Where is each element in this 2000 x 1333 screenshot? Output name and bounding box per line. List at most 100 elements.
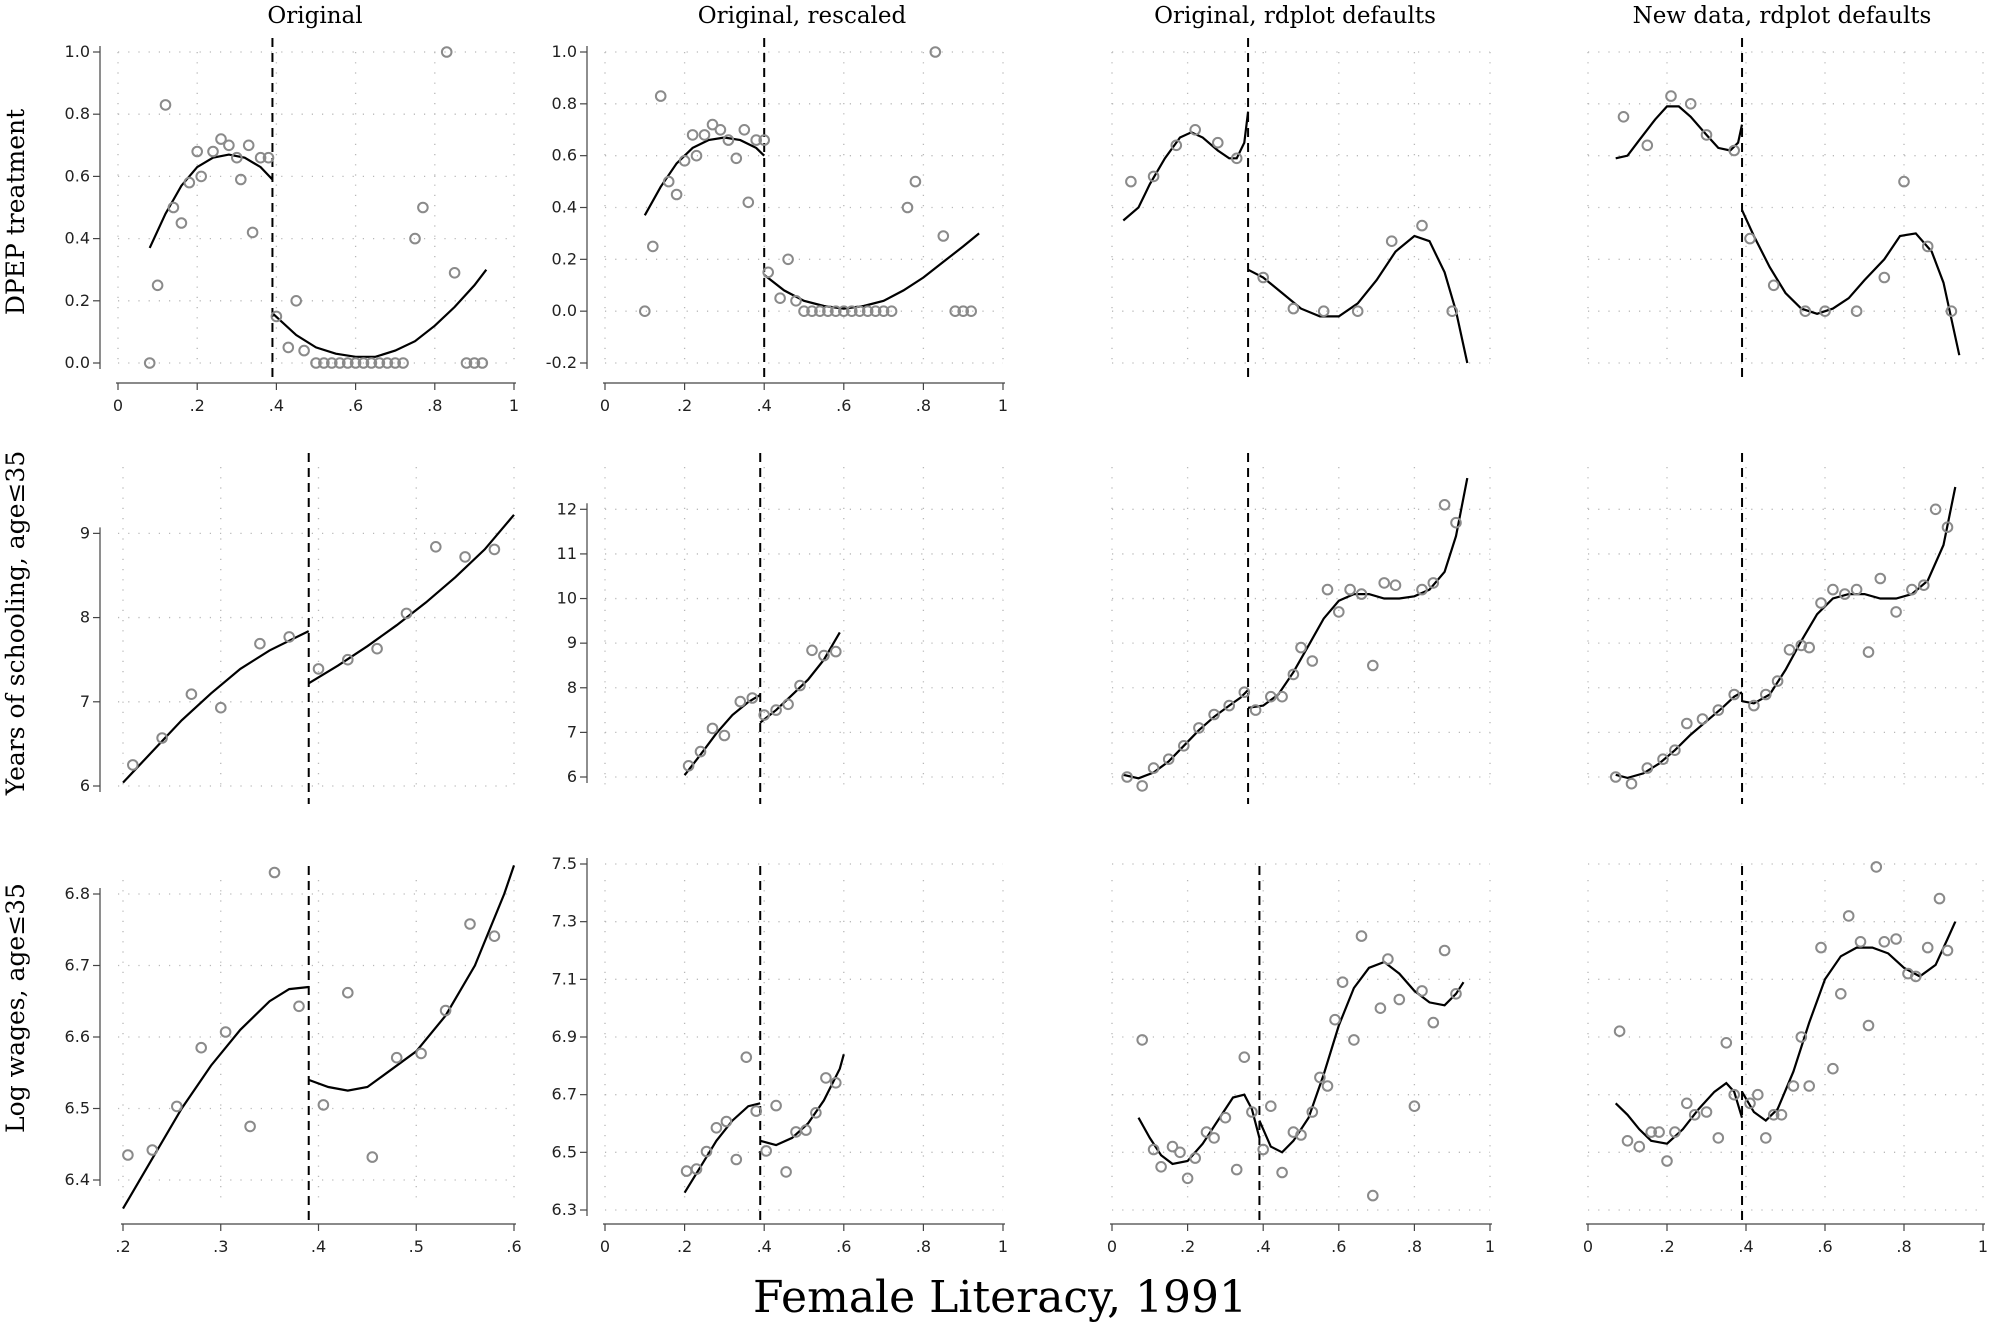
data-point [460,357,473,369]
data-point [1617,111,1630,123]
data-point [1306,655,1319,667]
x-tick-label: .6 [836,396,851,415]
data-point [1767,1109,1780,1121]
panel-row2-col2: 6 7 8 9 10 11 12 [557,453,1004,804]
data-point [1803,1080,1815,1092]
x-tick-label: .4 [1256,1237,1271,1256]
data-point [790,295,802,307]
data-point [262,151,275,164]
data-point [1787,1080,1800,1092]
data-point [1835,988,1847,1000]
x-tick-label: .2 [115,1237,130,1256]
data-point [1728,1088,1740,1101]
data-point [357,357,370,369]
x-tick-label: .8 [916,396,931,415]
data-point [317,1099,330,1111]
data-point [1174,1146,1186,1159]
data-point [318,357,330,369]
data-point [822,305,834,318]
data-point [794,679,806,692]
x-tick-label: 0 [600,1237,610,1256]
data-point [800,1124,812,1136]
data-point [1355,930,1368,942]
data-point [1336,976,1349,989]
data-point [1669,1126,1681,1138]
y-tick-label: 0.8 [65,104,90,123]
y-tick-label: 6.3 [552,1200,577,1219]
data-point [1385,235,1398,247]
data-point [1438,944,1451,957]
x-tick-label: .6 [836,1237,851,1256]
y-tick-label: 6.5 [65,1099,90,1118]
panels: 0.00.20.40.60.81.00.2.4.6.8 1-0.20.00.20.… [65,38,1988,1256]
fit-line-left [1137,1093,1261,1166]
data-point [1166,1140,1179,1153]
data-point [1178,740,1190,752]
grid [1111,467,1491,786]
data-point [1287,302,1300,315]
data-point [750,1105,763,1117]
data-point [244,1120,256,1133]
data-point [682,760,695,772]
data-point [270,310,283,323]
x-tick-label: .8 [916,1237,931,1256]
fit-line-right [308,514,515,685]
data-point [1921,941,1934,954]
data-point [1941,944,1954,957]
y-tick-label: 7 [567,722,577,741]
fit-line-right [308,865,516,1092]
data-point [143,357,156,369]
data-point [885,305,898,318]
data-point [1246,1106,1258,1118]
data-point [758,134,771,146]
fit-line-left [1615,105,1744,160]
data-point [1625,777,1638,790]
data-point [1374,1002,1387,1015]
data-point [1795,639,1808,652]
x-tick-label: 0 [600,396,610,415]
fit-line-left [683,1102,761,1194]
data-point [1155,1161,1167,1173]
data-point [1276,690,1288,703]
data-point [231,151,243,164]
data-point [818,649,830,662]
data-point [1890,933,1902,945]
data-point [820,1072,832,1084]
data-point [459,551,471,563]
data-point [326,357,338,369]
data-point [738,124,751,136]
data-point [127,759,139,771]
y-tick-label: 0.8 [552,94,577,113]
data-point [700,1145,713,1158]
data-point [806,305,818,318]
fit-line-right [763,232,980,310]
data-point [1744,1097,1756,1110]
data-point [1839,588,1851,600]
data-point [290,295,303,307]
panel-row2-col3 [1111,453,1491,804]
x-tick-label: .4 [757,396,772,415]
data-point [1317,305,1330,318]
data-point [1265,690,1277,703]
data-point [1208,708,1220,721]
data-point [1870,861,1883,873]
data-point [1661,1155,1673,1167]
data-point [381,357,394,369]
data-point [246,226,259,239]
data-point [1223,699,1235,712]
panel-row3-col1: 6.4 6.5 6.6 6.7 6.8 .2 .3 .4 .5 .6 [65,865,522,1256]
data-point [151,279,164,292]
data-point [846,305,858,318]
data-point [1918,579,1930,592]
grid [604,863,1004,1211]
data-point [342,986,354,999]
data-point [1208,1132,1220,1144]
ylabel-row-2: Years of schooling, age≤35 [1,451,30,797]
data-point [1827,1062,1839,1075]
data-point [694,745,707,758]
data-point [1803,641,1815,654]
y-tick-label: 7 [80,692,90,711]
ylabel-row-3: Log wages, age≤35 [1,883,30,1133]
data-point [415,1047,427,1060]
data-point [1890,606,1902,618]
